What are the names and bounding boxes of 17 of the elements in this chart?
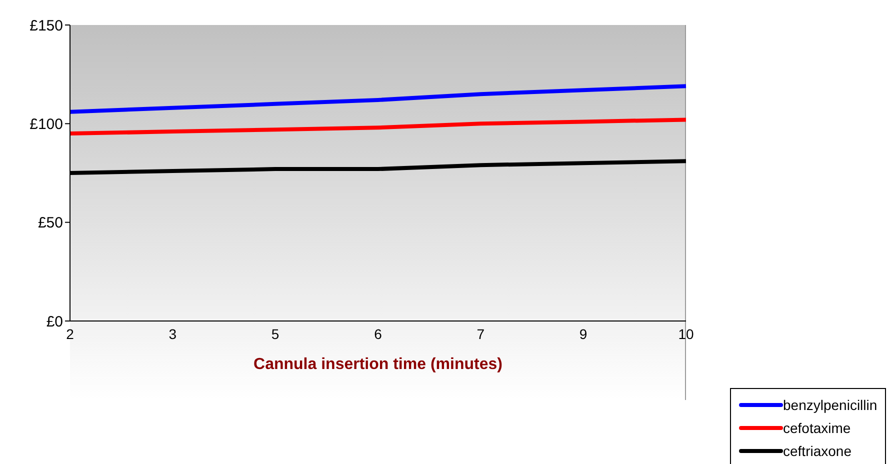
legend-label: cefotaxime: [783, 420, 851, 436]
y-tick-label: £150: [30, 17, 63, 34]
legend-label: benzylpenicillin: [783, 396, 878, 412]
line-series: [68, 84, 688, 114]
x-tick-label: 3: [168, 326, 177, 342]
x-tick-label: 5: [271, 326, 280, 342]
legend-label: ceftriaxone: [783, 442, 852, 458]
line-series: [68, 118, 688, 136]
x-axis-title: Cannula insertion time (minutes): [254, 356, 502, 373]
y-tick-label: £50: [38, 214, 63, 232]
x-tick-label: 7: [476, 326, 485, 342]
x-tick-label: 6: [374, 326, 382, 342]
x-tick-label: 9: [579, 326, 588, 342]
x-tick-label: 2: [66, 326, 74, 342]
y-tick-label: £0: [46, 313, 63, 330]
x-tick-label: 10: [678, 326, 694, 342]
y-tick-label: £100: [30, 116, 63, 133]
